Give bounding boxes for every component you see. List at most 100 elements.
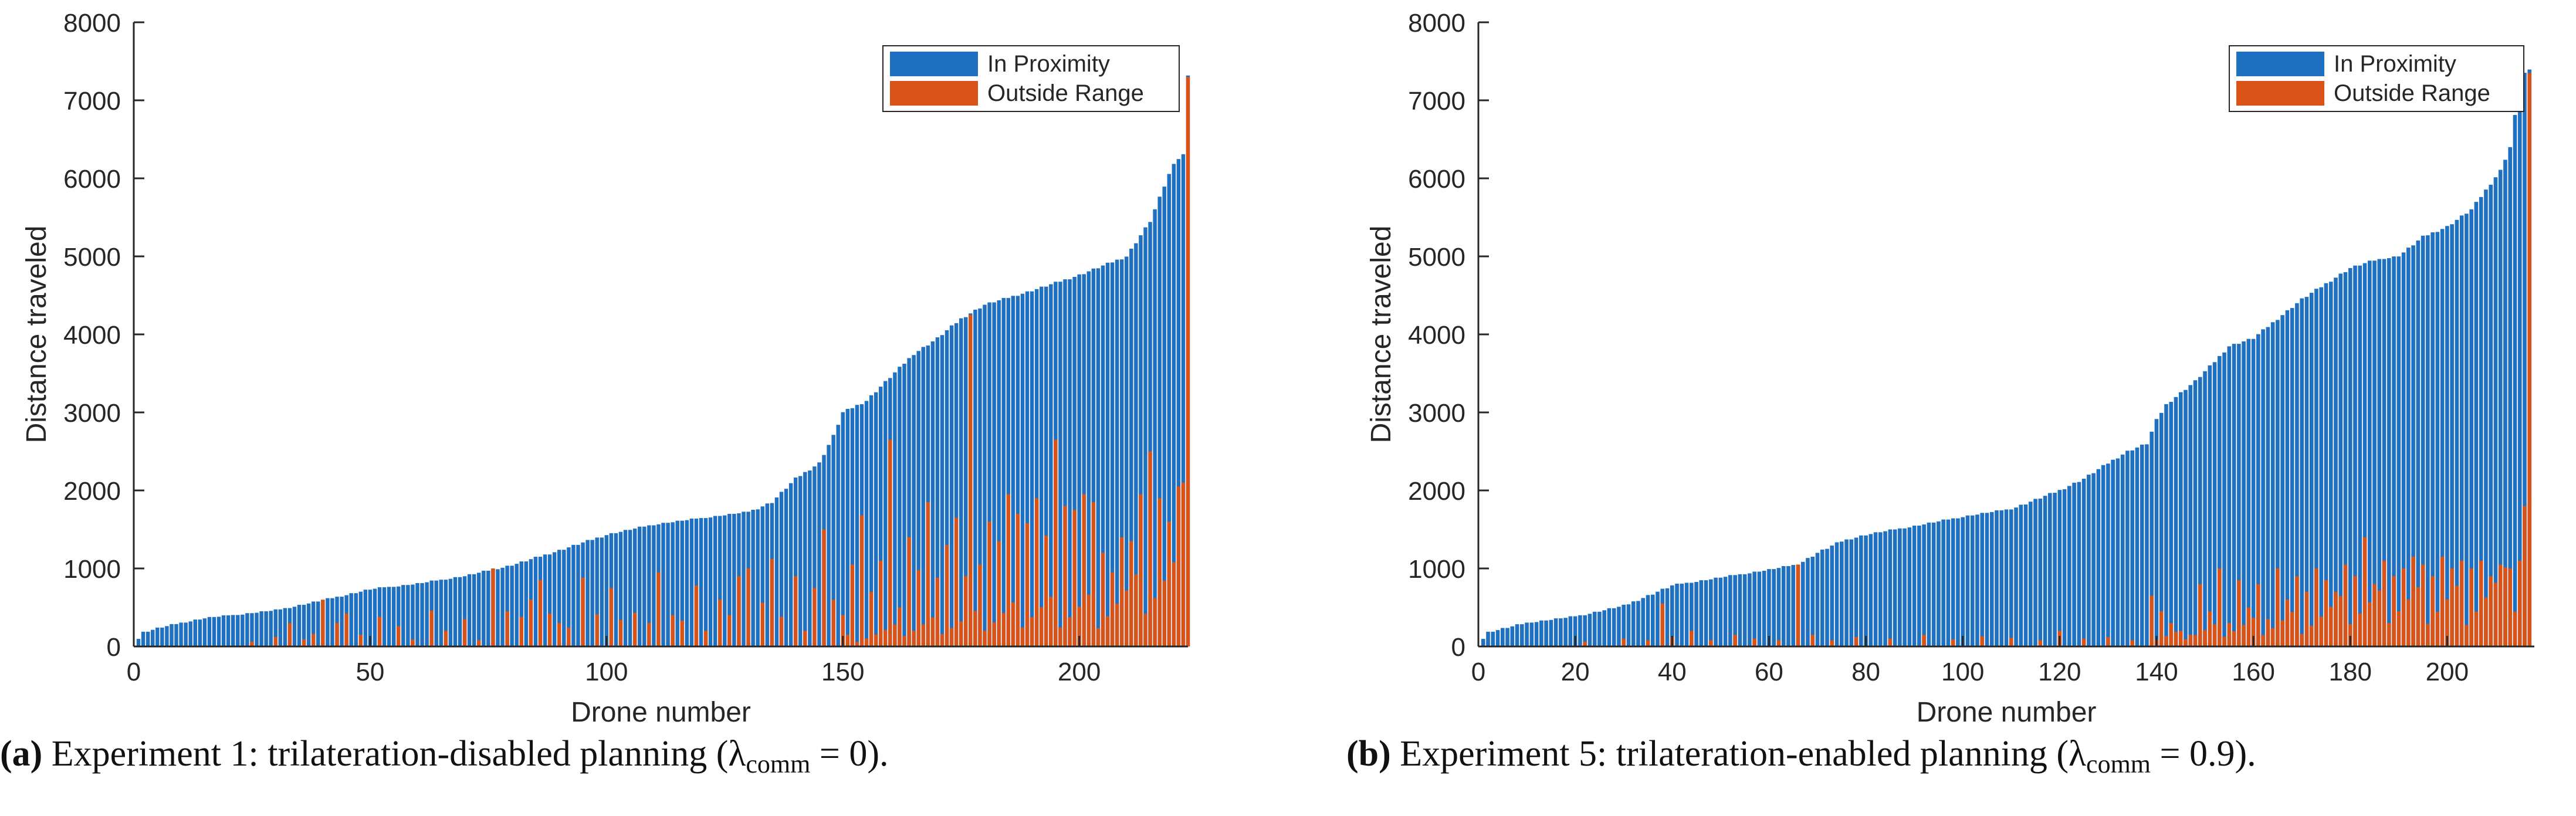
bar-in-proximity	[1622, 604, 1626, 646]
bar-outside-range	[2334, 591, 2338, 646]
bar-in-proximity	[477, 573, 481, 646]
bar-in-proximity	[2218, 355, 2222, 646]
bar-in-proximity	[689, 519, 694, 646]
bar-in-proximity	[2396, 256, 2401, 646]
bar-in-proximity	[713, 516, 717, 646]
bar-outside-range	[2479, 560, 2483, 646]
bar-outside-range	[1001, 612, 1006, 646]
bar-in-proximity	[1534, 622, 1539, 646]
bar-in-proximity	[2203, 371, 2207, 646]
bar-outside-range	[2290, 612, 2294, 646]
bar-in-proximity	[482, 570, 486, 646]
bar-in-proximity	[1587, 614, 1592, 646]
bar-in-proximity	[699, 518, 703, 646]
caption-a-label: (a)	[0, 734, 43, 774]
bar-in-proximity	[519, 561, 524, 646]
bar-in-proximity	[784, 489, 788, 646]
bar-in-proximity	[2309, 293, 2314, 647]
bar-in-proximity	[2474, 202, 2479, 646]
bar-outside-range	[2445, 599, 2449, 646]
bar-in-proximity	[2469, 209, 2473, 646]
bar-outside-range	[954, 517, 959, 646]
bar-in-proximity	[836, 425, 840, 646]
bar-outside-range	[864, 638, 869, 646]
bar-outside-range	[945, 545, 949, 646]
bar-in-proximity	[2251, 338, 2256, 646]
series-outside-range	[1583, 73, 2532, 646]
bar-in-proximity	[2150, 431, 2154, 646]
bar-in-proximity	[2372, 260, 2377, 646]
bar-in-proximity	[160, 627, 164, 646]
bar-in-proximity	[1709, 579, 1713, 646]
legend-swatch	[2236, 81, 2324, 106]
bar-in-proximity	[623, 530, 628, 646]
bar-in-proximity	[486, 570, 490, 646]
bar-in-proximity	[1776, 568, 1781, 646]
bar-in-proximity	[2004, 509, 2009, 646]
bar-outside-range	[2222, 636, 2226, 646]
bar-outside-range	[813, 588, 817, 646]
bar-outside-range	[1733, 635, 1737, 646]
bar-outside-range	[2251, 618, 2256, 646]
bar-in-proximity	[151, 629, 155, 646]
legend-label: Outside Range	[987, 80, 1144, 106]
bar-outside-range	[1058, 627, 1062, 646]
bar-in-proximity	[1072, 276, 1077, 646]
bar-outside-range	[1660, 603, 1665, 646]
bar-in-proximity	[1815, 553, 1820, 646]
bar-in-proximity	[2513, 115, 2517, 646]
bar-in-proximity	[940, 335, 945, 646]
bar-outside-range	[2159, 611, 2164, 646]
y-tick-label: 0	[1451, 633, 1465, 662]
bar-outside-range	[2459, 560, 2464, 646]
bar-in-proximity	[1694, 582, 1698, 646]
bar-in-proximity	[1162, 187, 1166, 646]
legend-label: Outside Range	[2334, 80, 2490, 106]
bar-outside-range	[1980, 636, 1985, 646]
bar-in-proximity	[141, 631, 145, 646]
bar-in-proximity	[496, 569, 500, 646]
series-in-proximity	[1481, 69, 2532, 647]
bar-in-proximity	[1820, 549, 1824, 646]
bar-in-proximity	[742, 512, 746, 646]
bar-in-proximity	[973, 309, 977, 646]
bar-in-proximity	[685, 520, 689, 646]
bar-in-proximity	[1096, 268, 1101, 646]
x-tick-label: 0	[1471, 658, 1485, 686]
bar-in-proximity	[1617, 607, 1621, 646]
bar-in-proximity	[1844, 539, 1849, 646]
bar-in-proximity	[425, 582, 429, 646]
bar-in-proximity	[1030, 291, 1034, 646]
bar-in-proximity	[2169, 402, 2174, 646]
bar-outside-range	[2426, 624, 2430, 646]
bar-in-proximity	[2343, 272, 2348, 647]
bar-outside-range	[1068, 617, 1072, 646]
bar-in-proximity	[1172, 164, 1176, 646]
bar-in-proximity	[2227, 346, 2232, 646]
bar-in-proximity	[571, 544, 576, 646]
y-tick-label: 2000	[63, 477, 121, 506]
y-tick-label: 6000	[63, 165, 121, 194]
bar-outside-range	[2343, 564, 2348, 646]
bar-in-proximity	[1058, 282, 1062, 647]
bar-in-proximity	[1878, 532, 1883, 646]
bar-in-proximity	[1573, 616, 1578, 646]
x-axis-label: Drone number	[1917, 697, 2097, 728]
bar-in-proximity	[2038, 498, 2043, 646]
bar-outside-range	[477, 640, 481, 646]
bar-outside-range	[2421, 564, 2425, 646]
bar-in-proximity	[1539, 620, 1543, 646]
bar-in-proximity	[1868, 534, 1873, 646]
bar-outside-range	[632, 612, 637, 646]
bar-in-proximity	[2154, 419, 2159, 646]
bar-in-proximity	[2081, 479, 2086, 646]
bar-in-proximity	[1086, 271, 1091, 646]
bar-outside-range	[1134, 574, 1138, 646]
legend-swatch	[890, 52, 978, 76]
bar-in-proximity	[1675, 583, 1679, 646]
bar-in-proximity	[1646, 595, 1650, 646]
y-tick-label: 0	[107, 633, 121, 662]
bar-in-proximity	[2498, 170, 2503, 646]
bar-in-proximity	[898, 367, 902, 646]
bar-outside-range	[2164, 636, 2168, 646]
